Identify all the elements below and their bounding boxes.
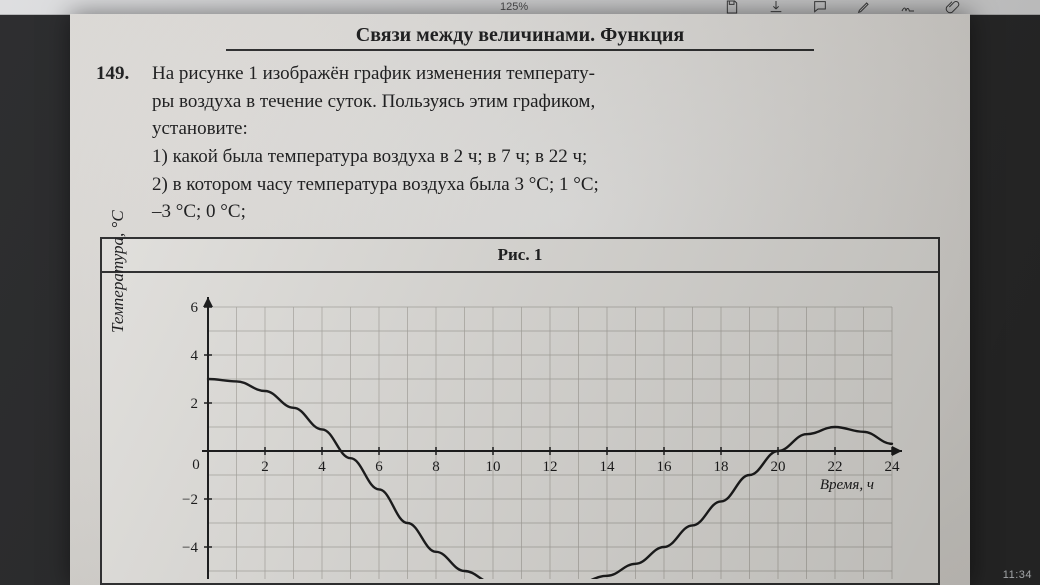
svg-text:10: 10 (486, 459, 501, 475)
svg-text:−2: −2 (182, 492, 198, 508)
svg-text:−4: −4 (182, 540, 198, 556)
svg-text:14: 14 (600, 459, 616, 475)
svg-text:0: 0 (192, 457, 200, 473)
question-2-line: 2) в котором часу температура воздуха бы… (152, 172, 782, 198)
svg-text:6: 6 (375, 459, 383, 475)
svg-text:22: 22 (828, 459, 843, 475)
problem-number: 149. (96, 61, 142, 227)
intro-line: На рисунке 1 изображён график изменения … (152, 61, 782, 87)
svg-text:4: 4 (318, 459, 326, 475)
plot-area: Температура, °С 24681012141618202224−6−4… (102, 273, 938, 583)
section-heading: Связи между величинами. Функция (226, 20, 814, 51)
problem-body: На рисунке 1 изображён график изменения … (152, 61, 782, 227)
pencil-icon[interactable] (856, 0, 872, 15)
svg-text:18: 18 (714, 459, 729, 475)
save-icon[interactable] (724, 0, 740, 15)
y-axis-label: Температура, °С (108, 210, 128, 333)
question-2-line: –3 °С; 0 °С; (152, 199, 782, 225)
intro-line: установите: (152, 116, 782, 142)
svg-text:2: 2 (191, 396, 199, 412)
svg-text:20: 20 (771, 459, 786, 475)
figure-caption: Рис. 1 (102, 239, 938, 273)
desktop: 125% Связи между величинами. Функция 149… (0, 0, 1040, 585)
pdf-toolbar: 125% (0, 0, 1040, 15)
document-page: Связи между величинами. Функция 149. На … (70, 14, 970, 585)
attach-icon[interactable] (944, 0, 960, 15)
problem-149: 149. На рисунке 1 изображён график измен… (96, 61, 944, 227)
intro-line: ры воздуха в течение суток. Пользуясь эт… (152, 89, 782, 115)
svg-text:8: 8 (432, 459, 440, 475)
comment-icon[interactable] (812, 0, 828, 15)
figure-1: Рис. 1 Температура, °С 24681012141618202… (100, 237, 940, 585)
svg-text:4: 4 (191, 348, 199, 364)
temperature-chart: 24681012141618202224−6−4−20246Время, ч (146, 279, 936, 579)
taskbar-clock: 11:34 (1003, 569, 1032, 581)
svg-text:6: 6 (191, 300, 199, 316)
question-1: 1) какой была температура воздуха в 2 ч;… (152, 144, 782, 170)
svg-text:2: 2 (261, 459, 269, 475)
svg-text:Время, ч: Время, ч (820, 477, 874, 493)
svg-text:16: 16 (657, 459, 673, 475)
sign-icon[interactable] (900, 0, 916, 15)
svg-text:12: 12 (543, 459, 558, 475)
svg-text:24: 24 (885, 459, 901, 475)
zoom-level[interactable]: 125% (500, 1, 528, 13)
download-icon[interactable] (768, 0, 784, 15)
